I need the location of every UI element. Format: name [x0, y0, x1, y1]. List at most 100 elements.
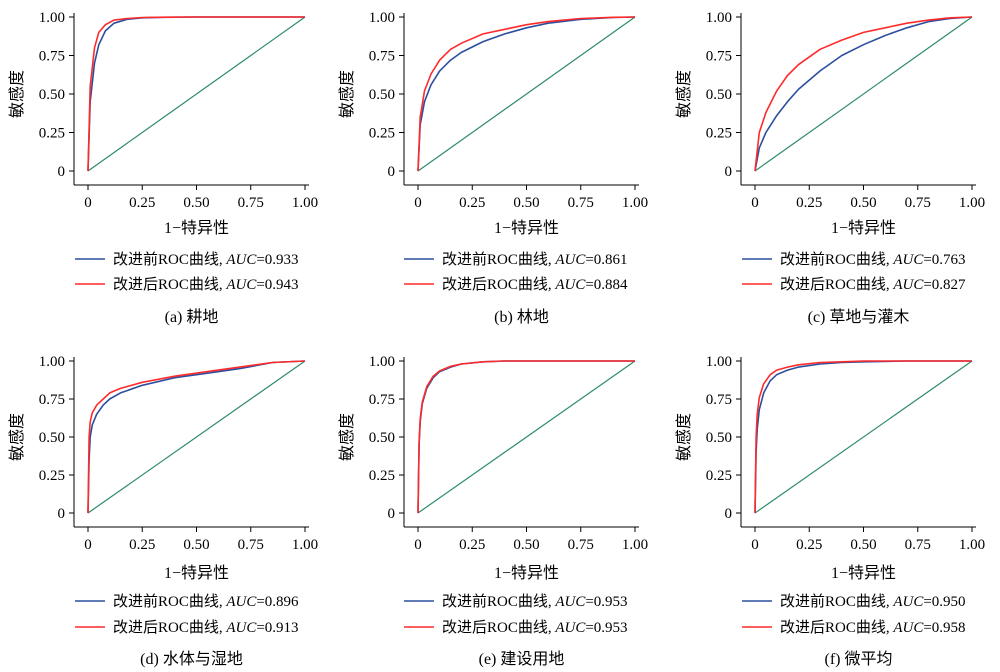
y-axis-label: 敏感度 — [338, 70, 356, 118]
legend-separator: , — [219, 620, 227, 636]
y-tick-label: 0.75 — [369, 49, 395, 65]
y-tick-label: 0.25 — [39, 126, 65, 142]
panel-caption: (a) 耕地 — [165, 308, 219, 326]
x-tick-label: 0.75 — [238, 537, 264, 553]
y-tick-label: 0 — [725, 164, 733, 180]
x-tick-label: 1.00 — [959, 195, 985, 211]
legend-entry-before: 改进前ROC曲线, AUC=0.953 — [442, 593, 628, 610]
y-tick-label: 0.25 — [369, 468, 395, 484]
panel-caption: (c) 草地与灌木 — [808, 308, 910, 326]
x-axis-label: 1−特异性 — [831, 219, 896, 237]
y-tick-label: 1.00 — [39, 354, 65, 370]
roc-curve-before — [87, 360, 306, 514]
x-tick-label: 1.00 — [622, 195, 648, 211]
x-tick-label: 0 — [414, 195, 422, 211]
x-tick-label: 1.00 — [292, 537, 318, 553]
x-tick-label: 0.50 — [513, 537, 539, 553]
legend-entry-before: 改进前ROC曲线, AUC=0.861 — [442, 251, 628, 268]
reference-diagonal-line — [417, 16, 636, 172]
legend-auc-value: =0.943 — [256, 277, 298, 293]
x-tick-label: 0.75 — [238, 195, 264, 211]
legend-series-name: 改进前ROC曲线 — [442, 593, 548, 610]
legend-auc-label: AUC — [225, 252, 257, 268]
roc-curve-after — [417, 16, 636, 172]
y-axis-label: 敏感度 — [8, 70, 26, 118]
roc-curve-after — [754, 360, 972, 514]
x-tick-label: 0.75 — [905, 195, 931, 211]
y-tick-label: 0.25 — [706, 468, 732, 484]
reference-diagonal-line — [754, 360, 973, 514]
y-tick-label: 0.25 — [369, 126, 395, 142]
x-tick-label: 1.00 — [292, 195, 318, 211]
x-tick-label: 0.50 — [850, 537, 876, 553]
panel-caption: (b) 林地 — [494, 308, 549, 326]
roc-panel-4: 0 0 0.25 0.25 0.50 0.50 0.75 0.75 1.00 1.00 敏感度 1−特… — [8, 354, 318, 668]
y-tick-label: 0.25 — [706, 126, 732, 142]
x-tick-label: 0.50 — [850, 195, 876, 211]
y-tick-label: 0.50 — [706, 87, 732, 103]
legend-entry-after: 改进后ROC曲线, AUC=0.958 — [780, 619, 966, 636]
legend-separator: , — [886, 594, 894, 610]
x-tick-label: 1.00 — [622, 537, 648, 553]
roc-panel-5: 0 0 0.25 0.25 0.50 0.50 0.75 0.75 1.00 1.00 敏感度 1−特… — [338, 354, 648, 668]
legend-auc-label: AUC — [225, 620, 257, 636]
reference-diagonal-line — [754, 16, 973, 172]
legend-separator: , — [886, 620, 894, 636]
x-tick-label: 0.25 — [459, 537, 485, 553]
legend-entry-after: 改进后ROC曲线, AUC=0.943 — [113, 276, 299, 293]
legend-auc-label: AUC — [225, 594, 257, 610]
legend-series-name: 改进后ROC曲线 — [780, 619, 886, 636]
x-axis-label: 1−特异性 — [831, 564, 896, 582]
x-axis-label: 1−特异性 — [164, 564, 229, 582]
y-tick-label: 0.50 — [369, 430, 395, 446]
roc-panel-3: 0 0 0.25 0.25 0.50 0.50 0.75 0.75 1.00 1.00 敏感度 1−特… — [675, 10, 985, 326]
legend-series-name: 改进前ROC曲线 — [780, 593, 886, 610]
legend-entry-after: 改进后ROC曲线, AUC=0.884 — [442, 276, 628, 293]
legend-series-name: 改进前ROC曲线 — [113, 251, 219, 268]
x-tick-label: 0.50 — [183, 195, 209, 211]
x-tick-label: 0.25 — [129, 195, 155, 211]
y-tick-label: 0.75 — [706, 49, 732, 65]
legend-entry-before: 改进前ROC曲线, AUC=0.763 — [780, 251, 966, 268]
x-tick-label: 0 — [84, 537, 92, 553]
legend-auc-label: AUC — [554, 594, 586, 610]
legend-auc-label: AUC — [892, 252, 924, 268]
roc-panel-2: 0 0 0.25 0.25 0.50 0.50 0.75 0.75 1.00 1.00 敏感度 1−特… — [338, 10, 648, 326]
y-tick-label: 0 — [725, 506, 733, 522]
legend-auc-value: =0.953 — [585, 620, 627, 636]
legend-auc-label: AUC — [892, 594, 924, 610]
y-tick-label: 0.75 — [369, 392, 395, 408]
y-tick-label: 1.00 — [39, 10, 65, 26]
legend-separator: , — [886, 252, 894, 268]
legend-auc-value: =0.861 — [585, 252, 627, 268]
legend-entry-after: 改进后ROC曲线, AUC=0.913 — [113, 619, 299, 636]
legend-entry-before: 改进前ROC曲线, AUC=0.950 — [780, 593, 966, 610]
y-tick-label: 0.75 — [39, 392, 65, 408]
y-tick-label: 1.00 — [369, 354, 395, 370]
legend-separator: , — [548, 252, 556, 268]
roc-curve-before — [754, 16, 973, 172]
y-tick-label: 1.00 — [706, 354, 732, 370]
x-axis-label: 1−特异性 — [494, 219, 559, 237]
y-tick-label: 0.75 — [706, 392, 732, 408]
roc-curve-after — [87, 16, 305, 172]
x-tick-label: 0.75 — [905, 537, 931, 553]
x-tick-label: 0 — [414, 537, 422, 553]
y-tick-label: 0.50 — [706, 430, 732, 446]
y-tick-label: 0 — [388, 164, 396, 180]
reference-diagonal-line — [417, 360, 636, 514]
legend-entry-after: 改进后ROC曲线, AUC=0.953 — [442, 619, 628, 636]
legend-auc-value: =0.953 — [585, 594, 627, 610]
reference-diagonal-line — [87, 360, 306, 514]
x-tick-label: 0.50 — [513, 195, 539, 211]
y-axis-label: 敏感度 — [338, 413, 356, 461]
y-tick-label: 1.00 — [706, 10, 732, 26]
legend-auc-value: =0.763 — [923, 252, 965, 268]
reference-diagonal-line — [87, 16, 306, 172]
legend-series-name: 改进后ROC曲线 — [442, 276, 548, 293]
legend-auc-label: AUC — [554, 277, 586, 293]
y-tick-label: 0.25 — [39, 468, 65, 484]
roc-curve-after — [417, 360, 635, 514]
legend-series-name: 改进后ROC曲线 — [442, 619, 548, 636]
legend-auc-label: AUC — [554, 252, 586, 268]
